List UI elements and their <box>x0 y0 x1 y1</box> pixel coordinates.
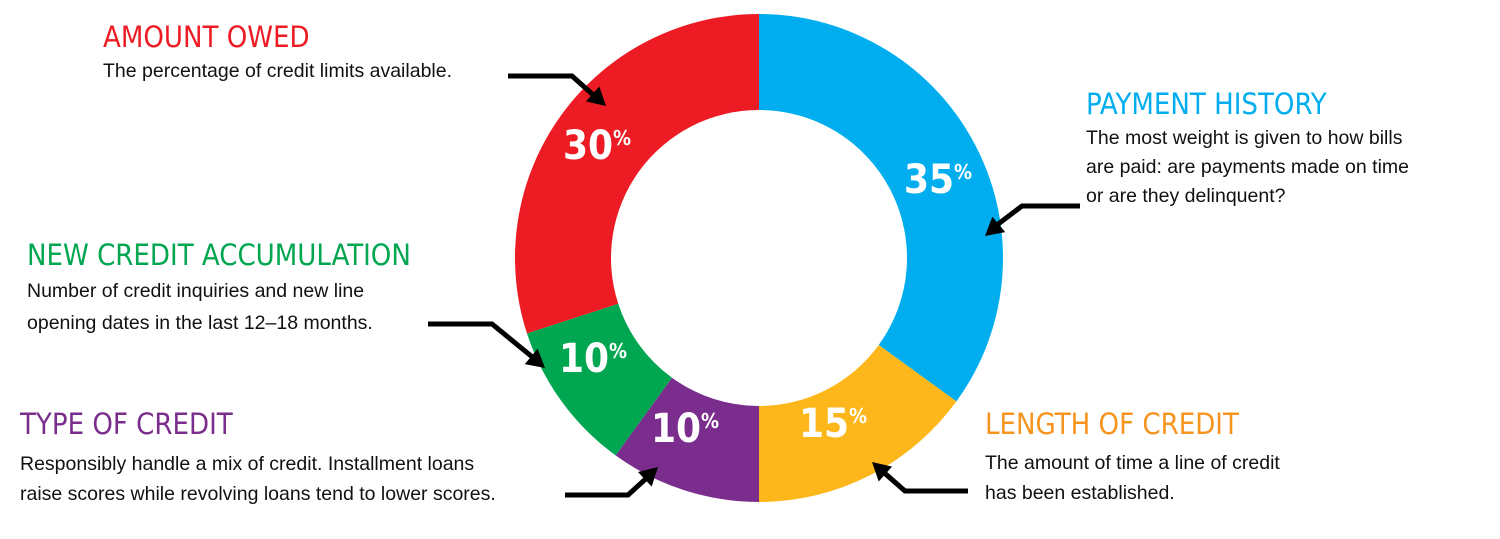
legend-desc-payment-history-line-1: The most weight is given to how bills <box>1086 127 1403 149</box>
percent-label-type: 10% <box>651 406 719 452</box>
legend-desc-type-of-credit-line-2: raise scores while revolving loans tend … <box>20 483 496 505</box>
percent-label-payment: 35% <box>904 157 972 203</box>
slice-owed <box>514 14 759 334</box>
percent-label-newcredit: 10% <box>559 336 627 382</box>
legend-title-payment-history: PAYMENT HISTORY <box>1086 87 1327 121</box>
legend-desc-length-of-credit-line-2: has been established. <box>985 482 1175 504</box>
arrow-newcredit <box>428 321 545 368</box>
legend-title-type-of-credit: TYPE OF CREDIT <box>20 407 233 441</box>
arrow-length <box>872 462 968 494</box>
legend-desc-new-credit-line-1: Number of credit inquiries and new line <box>27 280 365 302</box>
percent-label-length: 15% <box>799 401 867 447</box>
slice-payment <box>759 14 1003 402</box>
legend-desc-payment-history-line-2: are paid: are payments made on time <box>1086 156 1410 178</box>
percent-labels: 35% 15% 10% 10% 30% <box>559 123 972 452</box>
legend-title-new-credit: NEW CREDIT ACCUMULATION <box>27 238 411 272</box>
slice-newcredit <box>526 303 673 456</box>
pointer-arrows <box>428 73 1080 498</box>
legend-desc-payment-history-line-3: or are they delinquent? <box>1086 185 1286 207</box>
slice-length <box>759 344 957 502</box>
legend-title-length-of-credit: LENGTH OF CREDIT <box>985 407 1239 441</box>
legend-desc-type-of-credit-line-1: Responsibly handle a mix of credit. Inst… <box>20 453 475 475</box>
legend-title-amount-owed: AMOUNT OWED <box>103 20 310 54</box>
legend-desc-length-of-credit-line-1: The amount of time a line of credit <box>985 452 1280 474</box>
legend-desc-amount-owed-line-1: The percentage of credit limits availabl… <box>103 60 453 82</box>
donut-slices <box>514 14 1003 502</box>
arrow-type <box>565 467 658 498</box>
arrow-owed <box>508 73 606 106</box>
legend-desc-new-credit-line-2: opening dates in the last 12–18 months. <box>27 312 373 334</box>
arrow-payment <box>985 203 1080 236</box>
percent-label-owed: 30% <box>563 123 631 169</box>
